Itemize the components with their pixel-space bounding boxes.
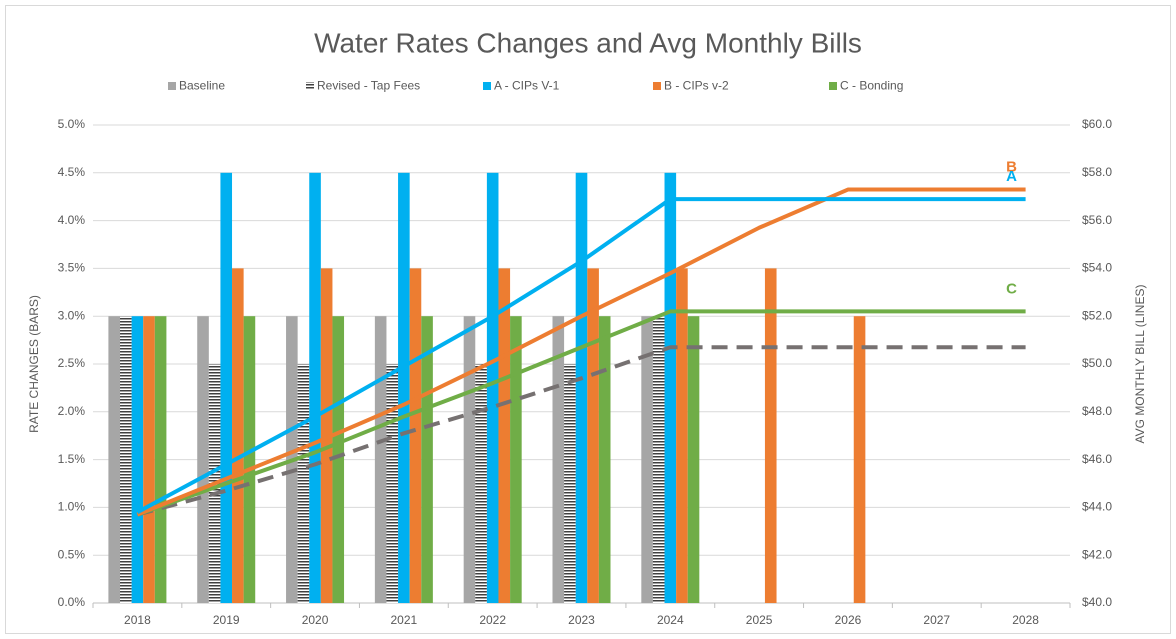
y-tick-label: 1.0%: [58, 500, 86, 514]
legend-label: B - CIPs v-2: [664, 79, 729, 93]
bar: [108, 316, 121, 603]
bar: [409, 268, 422, 603]
bar: [421, 316, 433, 603]
x-tick-label: 2025: [746, 613, 773, 627]
line: [136, 345, 1026, 517]
bar: [332, 316, 345, 603]
bar: [664, 172, 677, 604]
bar: [676, 268, 688, 603]
line: [136, 187, 1026, 517]
y-tick-label: 4.5%: [58, 165, 86, 179]
y-tick-label: 2.0%: [58, 404, 86, 418]
bar: [598, 316, 611, 603]
x-tick-label: 2026: [835, 613, 862, 627]
bar: [463, 316, 476, 603]
y2-tick-label: $44.0: [1082, 500, 1112, 514]
y2-tick-label: $42.0: [1082, 547, 1112, 561]
y2-tick-label: $48.0: [1082, 404, 1112, 418]
x-tick-label: 2021: [391, 613, 418, 627]
line-label: B: [1006, 158, 1017, 175]
legend-label: Revised - Tap Fees: [317, 79, 420, 93]
x-tick-label: 2019: [213, 613, 240, 627]
line-label: A: [1006, 168, 1017, 185]
bar: [764, 268, 777, 603]
legend-swatch: [653, 82, 661, 90]
bar: [197, 316, 209, 603]
bar: [853, 316, 866, 603]
y-tick-label: 1.5%: [58, 452, 86, 466]
bar: [486, 172, 499, 604]
bar: [374, 316, 387, 603]
x-tick-label: 2018: [124, 613, 151, 627]
legend-swatch: [829, 82, 837, 90]
line-label: C: [1006, 280, 1017, 297]
y-tick-label: 3.0%: [58, 308, 86, 322]
bar: [232, 268, 244, 603]
y2-tick-label: $60.0: [1082, 117, 1112, 131]
chart-title: Water Rates Changes and Avg Monthly Bill…: [314, 27, 862, 58]
x-tick-label: 2027: [923, 613, 950, 627]
bar: [143, 316, 155, 603]
bar: [120, 316, 132, 603]
y2-tick-label: $56.0: [1082, 213, 1112, 227]
y2-tick-label: $52.0: [1082, 308, 1112, 322]
y2-tick-label: $50.0: [1082, 356, 1112, 370]
bar: [552, 316, 565, 603]
bar: [220, 172, 233, 604]
x-tick-label: 2023: [568, 613, 595, 627]
bar: [154, 316, 167, 603]
y-tick-label: 3.5%: [58, 261, 86, 275]
bar: [131, 316, 144, 603]
x-tick-label: 2022: [479, 613, 506, 627]
x-tick-label: 2028: [1012, 613, 1039, 627]
bar: [575, 172, 588, 604]
y2-tick-label: $46.0: [1082, 452, 1112, 466]
line: [136, 309, 1026, 517]
y-tick-label: 0.0%: [58, 595, 86, 609]
bar: [587, 268, 599, 603]
bar: [309, 172, 321, 604]
y-tick-label: 5.0%: [58, 117, 86, 131]
bar: [641, 316, 653, 603]
legend-label: Baseline: [179, 79, 225, 93]
y2-tick-label: $58.0: [1082, 165, 1112, 179]
bar: [243, 316, 256, 603]
bar: [652, 316, 665, 603]
legend-swatch: [483, 82, 491, 90]
bar: [564, 364, 576, 603]
y-axis-label: RATE CHANGES (BARS): [27, 295, 41, 433]
line: [136, 197, 1026, 514]
legend-swatch: [306, 82, 314, 90]
y-tick-label: 4.0%: [58, 213, 86, 227]
legend-label: C - Bonding: [840, 79, 903, 93]
legend-swatch: [168, 82, 176, 90]
y2-tick-label: $54.0: [1082, 261, 1112, 275]
bar: [475, 364, 487, 603]
legend-label: A - CIPs V-1: [494, 79, 560, 93]
y2-tick-label: $40.0: [1082, 595, 1112, 609]
bar: [687, 316, 700, 603]
bar: [498, 268, 511, 603]
y-tick-label: 0.5%: [58, 547, 86, 561]
x-tick-label: 2024: [657, 613, 684, 627]
x-tick-label: 2020: [302, 613, 329, 627]
y2-axis-label: AVG MONTHLY BILL (LINES): [1133, 285, 1147, 444]
bar: [386, 364, 399, 603]
bar: [510, 316, 522, 603]
bar: [297, 364, 310, 603]
y-tick-label: 2.5%: [58, 356, 86, 370]
bar: [398, 172, 410, 604]
